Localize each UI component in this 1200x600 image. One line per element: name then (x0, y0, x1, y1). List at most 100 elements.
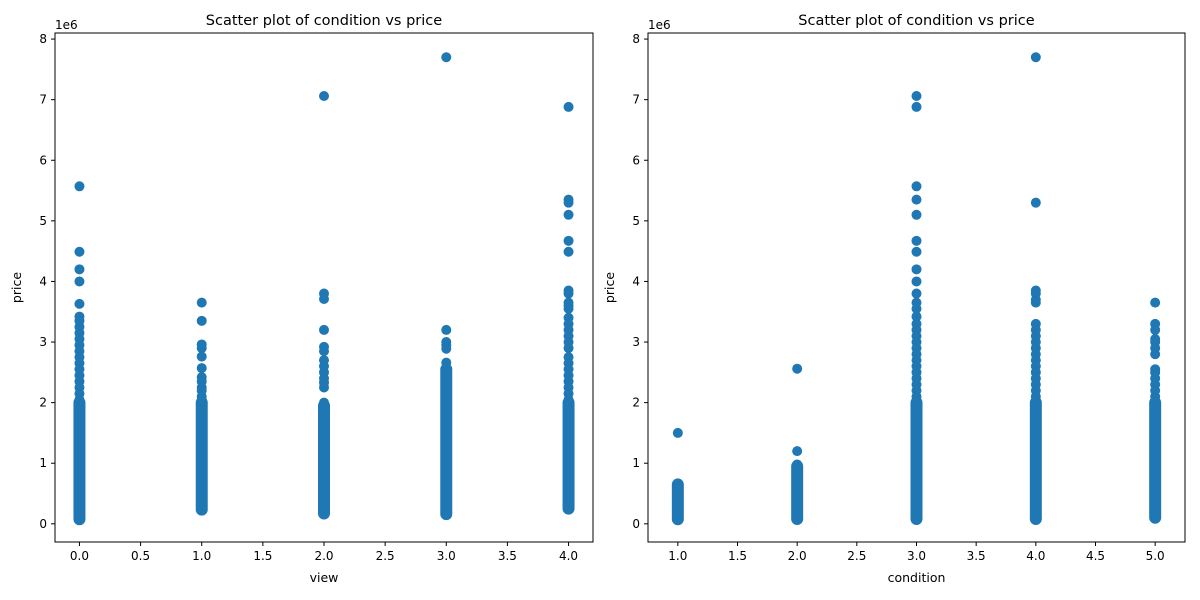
data-point (196, 343, 207, 354)
data-point (911, 235, 922, 246)
data-point (672, 427, 683, 438)
data-point (319, 324, 329, 335)
data-point (1030, 197, 1041, 208)
x-tick-label: 4.5 (1086, 549, 1105, 563)
data-point (1030, 297, 1041, 308)
data-point (1030, 52, 1041, 63)
data-point (1030, 391, 1041, 402)
x-tick-label: 1.0 (668, 549, 687, 563)
y-tick-label: 4 (39, 274, 47, 288)
y-tick-label: 1 (632, 456, 640, 470)
data-point (74, 276, 85, 287)
x-axis-label: view (310, 570, 339, 585)
data-point (563, 209, 574, 220)
data-point (441, 357, 452, 368)
data-point (319, 397, 329, 408)
data-point (74, 246, 85, 257)
data-point (1150, 297, 1161, 308)
data-point (563, 246, 574, 257)
data-point (911, 91, 922, 102)
y-tick-label: 0 (39, 517, 47, 531)
data-point (319, 91, 329, 102)
x-tick-label: 3.5 (967, 549, 986, 563)
data-point (1150, 349, 1161, 360)
data-point (911, 288, 922, 299)
x-tick-label: 0.0 (70, 549, 89, 563)
y-tick-label: 4 (632, 274, 640, 288)
x-tick-label: 3.0 (907, 549, 926, 563)
y-tick-label: 8 (632, 32, 640, 46)
y-tick-label: 3 (632, 335, 640, 349)
x-tick-label: 1.5 (253, 549, 272, 563)
x-axis-label: condition (888, 570, 946, 585)
y-offset-label: 1e6 (648, 18, 671, 32)
scatter-panel-view: 0.0 0.5 1.0 1.5 2.0 2.5 3.0 3.5 4.0 0 1 2 3 4 5 6 7 8 1e6 S… (9, 13, 594, 585)
data-point (74, 394, 85, 405)
y-tick-label: 6 (39, 153, 47, 167)
data-point (74, 264, 85, 275)
x-tick-label: 4.0 (559, 549, 578, 563)
y-tick-label: 8 (39, 32, 47, 46)
data-point (196, 297, 207, 308)
x-tick-label: 1.5 (728, 549, 747, 563)
data-point (792, 363, 803, 374)
data-point (563, 394, 574, 405)
y-tick-label: 0 (632, 517, 640, 531)
x-tick-label: 5.0 (1146, 549, 1165, 563)
data-points (73, 52, 575, 526)
data-point (911, 209, 922, 220)
data-point (911, 264, 922, 275)
data-point (441, 324, 452, 335)
y-axis-label: price (602, 272, 617, 303)
x-tick-label: 3.0 (437, 549, 456, 563)
chart-title: Scatter plot of condition vs price (206, 13, 442, 29)
y-tick-label: 5 (39, 214, 47, 228)
data-point (319, 294, 329, 305)
x-tick-label: 3.5 (498, 549, 517, 563)
data-point (911, 194, 922, 205)
data-point (563, 303, 574, 314)
y-offset-label: 1e6 (55, 18, 78, 32)
data-point (911, 311, 922, 322)
y-tick-label: 7 (39, 93, 47, 107)
data-point (911, 246, 922, 257)
x-tick-label: 2.0 (788, 549, 807, 563)
data-point (563, 101, 574, 112)
data-point (563, 235, 574, 246)
x-tick-label: 2.5 (376, 549, 395, 563)
y-tick-label: 7 (632, 93, 640, 107)
data-point (911, 303, 922, 314)
y-tick-label: 1 (39, 456, 47, 470)
y-tick-label: 5 (632, 214, 640, 228)
x-tick-label: 0.5 (131, 549, 150, 563)
data-point (563, 288, 574, 299)
data-point (911, 276, 922, 287)
y-tick-label: 6 (632, 153, 640, 167)
data-point (196, 315, 207, 326)
data-point (1150, 391, 1161, 402)
data-point (792, 476, 803, 487)
y-tick-label: 3 (39, 335, 47, 349)
x-tick-label: 2.0 (314, 549, 333, 563)
data-point (441, 52, 452, 63)
data-point (911, 101, 922, 112)
data-points (671, 52, 1162, 526)
y-tick-label: 2 (39, 396, 47, 410)
y-axis-label: price (9, 272, 24, 303)
chart-title: Scatter plot of condition vs price (798, 13, 1034, 29)
data-point (196, 351, 207, 362)
data-point (74, 181, 85, 192)
data-point (441, 343, 452, 354)
data-point (196, 394, 207, 405)
scatter-panel-condition: 1.0 1.5 2.0 2.5 3.0 3.5 4.0 4.5 5.0 0 1 2 3 4 5 6 7 8 1e6 S… (602, 13, 1186, 585)
data-point (911, 391, 922, 402)
y-tick-label: 2 (632, 396, 640, 410)
data-point (74, 298, 85, 309)
x-tick-label: 2.5 (847, 549, 866, 563)
data-point (672, 512, 683, 523)
data-point (1150, 324, 1161, 335)
data-point (319, 382, 329, 393)
x-tick-label: 4.0 (1026, 549, 1045, 563)
data-point (563, 343, 574, 354)
